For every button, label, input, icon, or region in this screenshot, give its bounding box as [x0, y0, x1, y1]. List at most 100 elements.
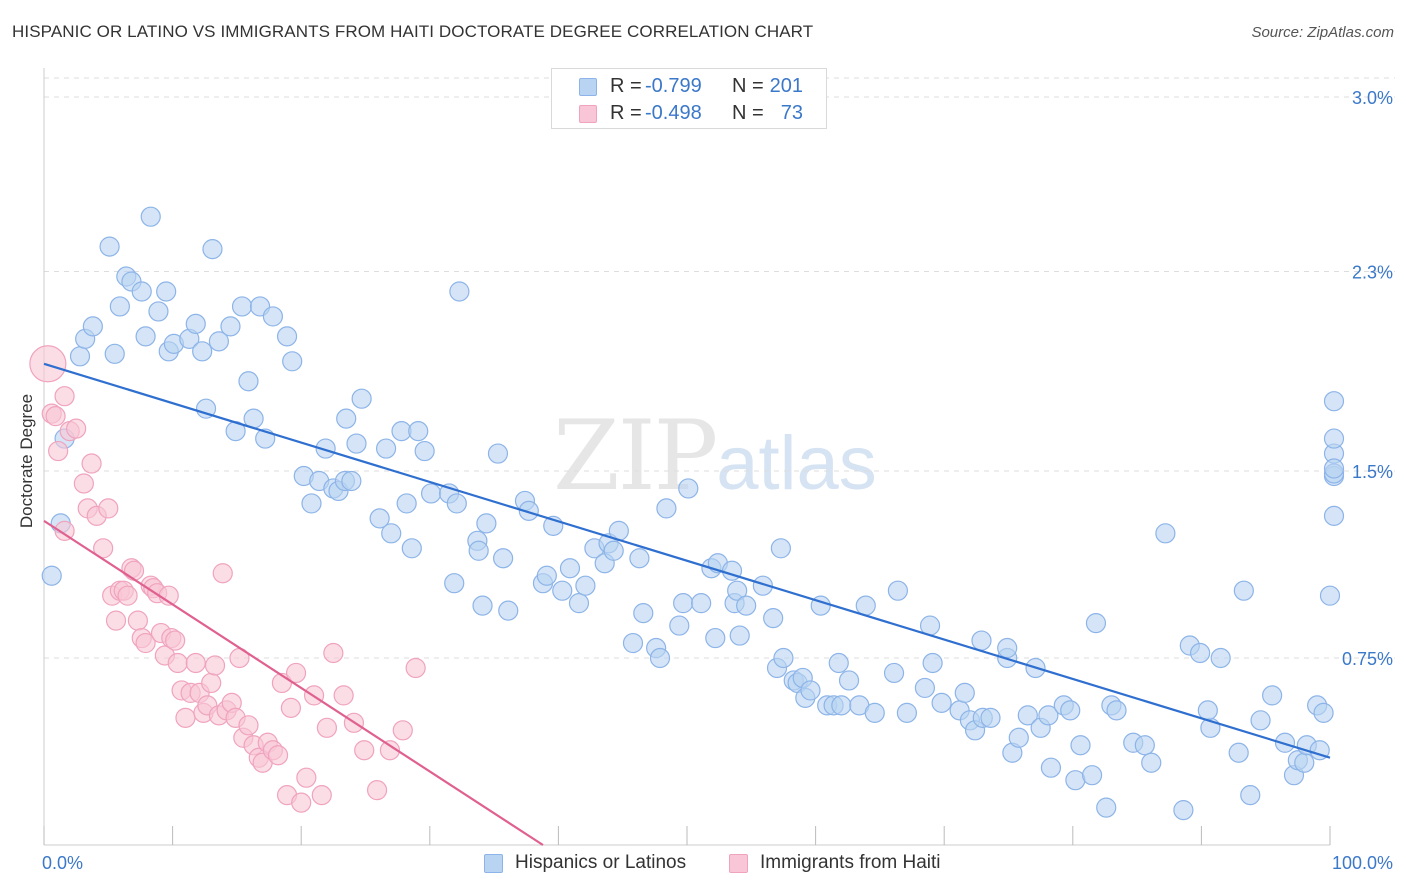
hispanic-point	[603, 540, 624, 561]
haiti-point	[54, 386, 75, 407]
hispanic-point	[518, 500, 539, 521]
source-credit: Source: ZipAtlas.com	[1251, 24, 1394, 41]
n-value: 201	[769, 75, 803, 97]
hispanic-point	[446, 493, 467, 514]
haiti-point	[93, 538, 114, 559]
haiti-point	[123, 560, 145, 581]
hispanic-point	[1197, 700, 1218, 721]
hispanic-point	[971, 630, 992, 651]
hispanic-point	[487, 443, 509, 464]
hispanic-point	[954, 682, 975, 704]
hispanic-point	[1173, 799, 1194, 821]
x-tick-label: 0.0%	[42, 853, 83, 873]
hispanic-point	[770, 538, 791, 559]
hispanic-point	[408, 421, 429, 442]
hispanic-point	[195, 398, 217, 419]
hispanic-point	[1134, 735, 1155, 756]
haiti-point	[98, 498, 119, 519]
hispanic-point	[131, 281, 152, 302]
hispanic-point	[498, 600, 519, 621]
hispanic-point	[633, 603, 654, 624]
haiti-point	[280, 697, 302, 718]
haiti-point	[54, 520, 75, 541]
series-legend: Hispanics or Latinos Immigrants from Hai…	[0, 852, 1406, 876]
y-tick-label: 0.75%	[1342, 649, 1393, 669]
hispanic-point	[629, 548, 650, 569]
hispanic-point	[192, 341, 213, 362]
hispanic-point	[276, 326, 298, 347]
hispanic-point	[752, 575, 773, 596]
haiti-point	[73, 473, 94, 494]
haiti-point	[333, 685, 354, 706]
hispanic-point	[922, 652, 943, 674]
hispanic-point	[1017, 705, 1038, 726]
hispanic-point	[315, 438, 336, 459]
n-label: N =	[732, 75, 764, 97]
hispanic-point	[705, 627, 726, 649]
hispanic-point	[468, 540, 489, 561]
hispanic-point	[883, 662, 905, 684]
haiti-point	[167, 652, 188, 674]
hispanic-point	[369, 508, 390, 529]
haiti-point	[66, 418, 87, 439]
hispanic-point	[649, 647, 671, 669]
haiti-point	[405, 657, 426, 679]
correlation-legend: R = -0.799 N = 201 R = -0.498 N = 73	[551, 68, 827, 129]
haiti-point	[29, 345, 67, 383]
hispanic-point	[831, 695, 852, 716]
hispanic-point	[346, 433, 367, 454]
hispanic-point	[800, 680, 821, 701]
hispanic-point	[341, 470, 362, 492]
hispanic-point	[41, 565, 62, 586]
hispanic-point	[1240, 785, 1261, 806]
haiti-trend-line	[43, 519, 544, 846]
haiti-point	[316, 717, 338, 738]
hispanic-point	[980, 707, 1001, 728]
hispanic-point	[472, 595, 493, 616]
hispanic-point	[1323, 391, 1345, 412]
hispanic-point	[381, 523, 402, 544]
hispanic-point	[1323, 458, 1345, 479]
haiti-point	[45, 406, 66, 427]
hispanic-point	[1294, 752, 1315, 773]
hispanic-point	[69, 346, 91, 367]
y-tick-label: 1.5%	[1352, 462, 1393, 482]
hispanic-point	[838, 670, 860, 691]
hispanic-point	[414, 440, 435, 462]
r-value: -0.498	[645, 102, 702, 124]
haiti-point	[238, 715, 259, 736]
hispanic-point	[559, 558, 581, 579]
chart-title: HISPANIC OR LATINO VS IMMIGRANTS FROM HA…	[12, 22, 814, 41]
hispanic-point	[1228, 742, 1249, 763]
hispanic-point	[729, 625, 750, 646]
hispanic-point	[1085, 612, 1107, 634]
hispanic-point	[1190, 642, 1211, 664]
haiti-point	[291, 792, 312, 813]
hispanic-point	[736, 595, 757, 616]
haiti-point	[392, 720, 413, 741]
hispanic-point	[82, 316, 103, 337]
hispanic-point	[185, 313, 206, 334]
hispanic-point	[887, 580, 909, 601]
hispanic-point	[536, 565, 557, 586]
hispanic-point	[208, 331, 229, 352]
hispanic-trend-line	[43, 362, 1331, 759]
hispanic-point	[99, 236, 120, 257]
x-tick-label: 100.0%	[1332, 853, 1393, 873]
hispanic-point	[104, 343, 125, 364]
hispanic-point	[575, 575, 596, 596]
hispanic-point	[493, 548, 514, 569]
hispanic-point	[1233, 580, 1254, 601]
hispanic-point	[156, 281, 177, 302]
hispanic-point	[773, 647, 794, 669]
hispanic-point	[1210, 647, 1231, 669]
haiti-point	[105, 610, 127, 631]
hispanic-point	[220, 316, 241, 337]
hispanic-point	[914, 677, 936, 699]
hispanic-point	[109, 296, 130, 317]
haiti-point	[354, 740, 375, 761]
haiti-point	[81, 453, 102, 474]
hispanic-point	[420, 483, 442, 504]
haiti-point	[165, 630, 186, 651]
